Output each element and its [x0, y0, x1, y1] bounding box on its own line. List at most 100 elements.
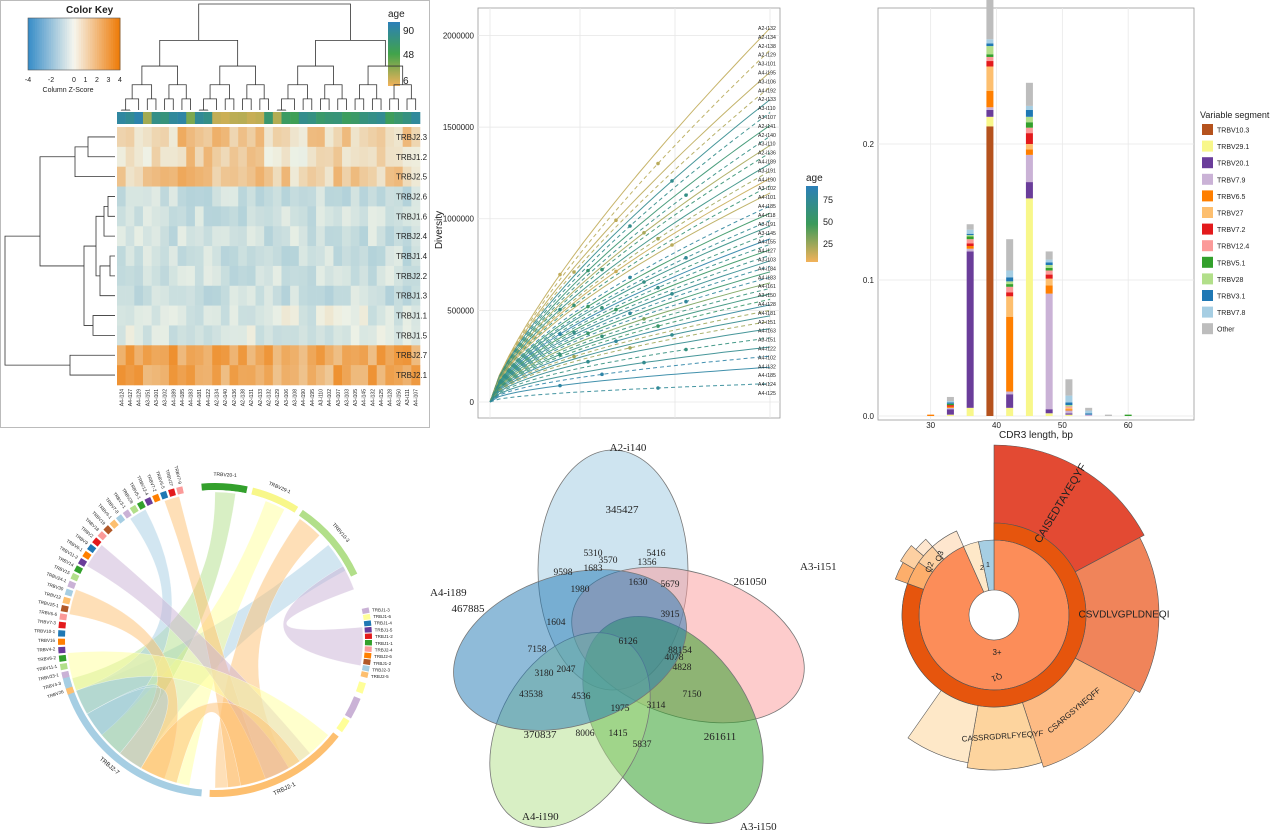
heatmap-cell [316, 246, 326, 267]
heatmap-cell [342, 146, 352, 167]
bar-segment [1045, 251, 1053, 260]
diversity-curve [489, 383, 771, 403]
age-cell [411, 112, 421, 124]
heatmap-cell [238, 186, 248, 207]
diversity-curve [489, 170, 771, 403]
heatmap-cell [350, 206, 360, 227]
legend-label: TRBV6.5 [1217, 194, 1246, 201]
heatmap-cell [246, 186, 256, 207]
series-label: A4-i161 [758, 284, 776, 290]
color-key-swatch [34, 18, 38, 70]
diversity-curve [489, 212, 771, 403]
series-label: A3-i107 [758, 115, 776, 121]
diversity-curves [489, 27, 771, 403]
heatmap-cell [324, 206, 334, 227]
heatmap-cell [246, 265, 256, 287]
heatmap-cell [307, 265, 317, 287]
chord-left-arc [63, 678, 72, 687]
chord-right-label: TRBJ1-2 [373, 661, 391, 666]
venn-value: 345427 [606, 504, 640, 516]
heatmap-cell [177, 166, 187, 187]
heatmap-cell [168, 305, 178, 326]
age-cell [151, 112, 161, 124]
heatmap-cell [264, 305, 274, 326]
column-label: A3-i110 [318, 389, 324, 406]
age-cell [350, 112, 360, 124]
heatmap-cell [290, 265, 300, 287]
age-cell [394, 112, 403, 124]
chord-top-arc [251, 487, 299, 513]
heatmap-cell [385, 226, 395, 247]
series-label: A4-i183 [758, 275, 776, 281]
heatmap-cell [290, 127, 300, 148]
heatmap-cell [394, 146, 403, 167]
series-label: A4-i128 [758, 302, 776, 308]
heatmap-cell [333, 166, 343, 187]
heatmap-cell [229, 285, 239, 306]
sample-point [600, 267, 604, 272]
color-key-swatch [113, 18, 116, 70]
sample-point [586, 304, 590, 309]
color-key-swatch [44, 18, 47, 70]
heatmap-cell [117, 325, 126, 346]
heatmap-cell [402, 365, 412, 386]
heatmap-cell [203, 127, 213, 148]
bar-segment [1025, 149, 1033, 155]
diversity-panel: 0 500000 1000000 1500000 2000000 Diversity A… [434, 7, 833, 419]
heatmap-cell [194, 365, 204, 386]
bar-x-tick: 50 [1058, 421, 1067, 430]
column-label: A4-i129 [137, 389, 143, 406]
chord-right-label: TRBJ2-3 [372, 667, 390, 672]
bar-segment [1025, 116, 1033, 123]
heatmap-cell [255, 186, 265, 207]
heatmap-cell [411, 246, 421, 267]
venn-value: 9598 [554, 568, 573, 578]
chord-right-label: TRBJ1-5 [375, 627, 393, 632]
heatmap-cell [246, 206, 256, 227]
venn-value: 1683 [584, 564, 603, 574]
chord-ribbon [67, 651, 329, 769]
diversity-curve [489, 243, 771, 403]
bar-grid [878, 8, 1194, 420]
heatmap-cell [125, 265, 135, 287]
heatmap-cell [238, 226, 248, 247]
row-label: TRBJ1.6 [396, 212, 428, 221]
heatmap-cell [411, 127, 421, 148]
heatmap-cell [125, 206, 135, 227]
heatmap-cell [177, 345, 187, 366]
chord-right-label: TRBJ1-4 [374, 621, 392, 626]
age-cell [168, 112, 178, 124]
heatmap-cell [394, 186, 403, 207]
series-label: A4-i189 [758, 160, 776, 166]
color-key-swatch [28, 18, 31, 70]
column-label: A4-i185 [180, 389, 186, 406]
age-legend-2: age 75 50 25 [806, 173, 833, 262]
heatmap-cell [134, 305, 144, 326]
heatmap-cell [125, 226, 135, 247]
heatmap-cell [117, 127, 126, 148]
legend-swatch [1202, 140, 1213, 152]
chord-left-arc [64, 588, 74, 597]
column-label: A2-i133 [258, 389, 264, 406]
heatmap-cell [238, 166, 248, 187]
series-label: A2-i141 [758, 124, 776, 130]
venn-value: 5310 [584, 549, 603, 559]
age-cell [307, 112, 317, 124]
heatmap-cell [342, 365, 352, 386]
chord-right-label: TRBJ1-6 [373, 614, 391, 619]
chord-left-arc [136, 500, 146, 510]
heatmap-cell [134, 206, 144, 227]
heatmap-cell [134, 325, 144, 346]
bar-segment [1045, 270, 1053, 275]
sunburst-wedges [894, 444, 1160, 771]
heatmap-cell [220, 305, 230, 326]
heatmap-cell [324, 226, 334, 247]
heatmap-cell [134, 345, 144, 366]
chord-left-label: TRBV26 [47, 689, 65, 699]
heatmap-cell [298, 206, 308, 227]
series-label: A4-i132 [758, 364, 776, 370]
heatmap-cell [246, 285, 256, 306]
sample-point [670, 179, 674, 183]
heatmap-cell [402, 206, 412, 227]
diversity-curve [489, 124, 771, 403]
